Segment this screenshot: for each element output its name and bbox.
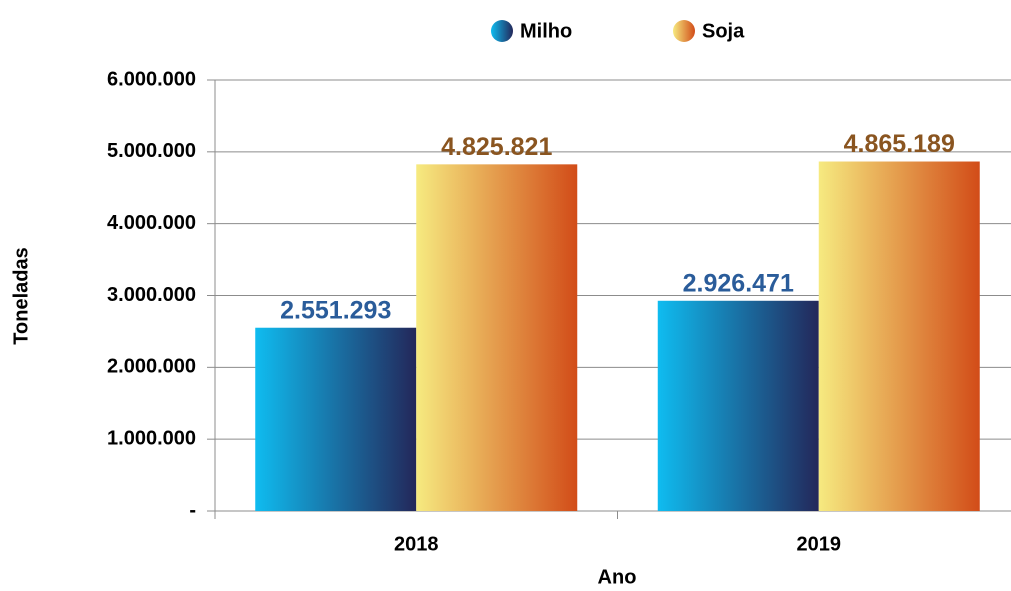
value-label: 2.551.293 — [280, 296, 391, 324]
legend-label: Soja — [702, 20, 745, 42]
y-tick-label: 1.000.000 — [107, 427, 196, 449]
value-label: 4.825.821 — [441, 133, 552, 161]
bar — [657, 300, 819, 511]
value-label: 4.865.189 — [844, 130, 955, 158]
y-tick-label: - — [189, 499, 196, 521]
x-axis-label: Ano — [598, 566, 637, 588]
legend-marker — [673, 20, 695, 42]
x-tick-label: 2019 — [797, 533, 842, 555]
y-axis-label: Toneladas — [10, 247, 32, 344]
bar — [818, 161, 980, 511]
bar — [416, 164, 578, 511]
y-tick-label: 2.000.000 — [107, 356, 196, 378]
y-tick-label: 5.000.000 — [107, 140, 196, 162]
y-tick-label: 3.000.000 — [107, 284, 196, 306]
y-tick-label: 4.000.000 — [107, 212, 196, 234]
legend-label: Milho — [520, 20, 572, 42]
bar — [255, 327, 417, 511]
legend-marker — [491, 20, 513, 42]
x-tick-label: 2018 — [394, 533, 439, 555]
value-label: 2.926.471 — [683, 269, 794, 297]
y-tick-label: 6.000.000 — [107, 68, 196, 90]
